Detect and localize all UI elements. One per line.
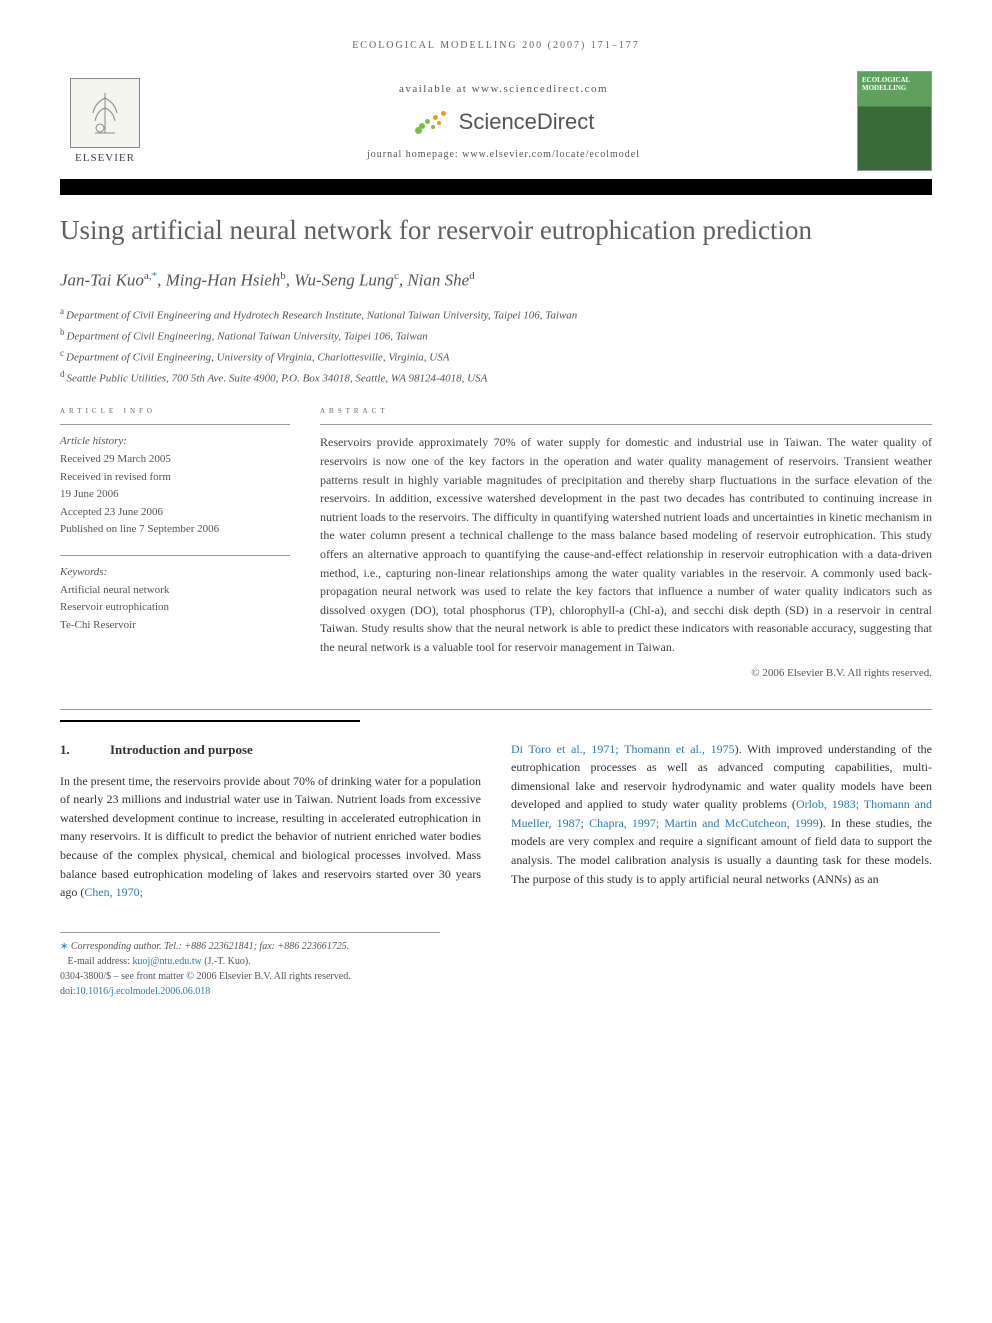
citation-link[interactable]: Chen, 1970; <box>84 885 143 899</box>
author: Wu-Seng Lung <box>294 271 394 290</box>
center-header: available at www.sciencedirect.com Scien… <box>150 83 857 160</box>
abstract-heading: ABSTRACT <box>320 405 932 416</box>
keywords-label: Keywords: <box>60 564 290 582</box>
citation-link[interactable]: Di Toro et al., 1971; Thomann et al., 19… <box>511 742 735 756</box>
history-item: Received in revised form <box>60 469 290 487</box>
sciencedirect-text: ScienceDirect <box>459 109 595 135</box>
elsevier-tree-icon <box>70 78 140 148</box>
abstract-copyright: © 2006 Elsevier B.V. All rights reserved… <box>320 667 932 679</box>
author: Ming-Han Hsieh <box>166 271 281 290</box>
doi-link[interactable]: 10.1016/j.ecolmodel.2006.06.018 <box>76 986 211 997</box>
affiliation: dSeattle Public Utilities, 700 5th Ave. … <box>60 368 932 387</box>
elsevier-text: ELSEVIER <box>75 152 135 164</box>
cover-title: ECOLOGICAL MODELLING <box>862 76 927 92</box>
corresponding-author-note: ∗ Corresponding author. Tel.: +886 22362… <box>60 939 440 954</box>
authors-list: Jan-Tai Kuoa,*, Ming-Han Hsiehb, Wu-Seng… <box>60 270 932 291</box>
body-two-column: 1.Introduction and purpose In the presen… <box>60 740 932 902</box>
elsevier-logo: ELSEVIER <box>60 71 150 171</box>
history-item: 19 June 2006 <box>60 486 290 504</box>
affiliations-block: aDepartment of Civil Engineering and Hyd… <box>60 305 932 388</box>
history-item: Received 29 March 2005 <box>60 451 290 469</box>
author: Jan-Tai Kuo <box>60 271 144 290</box>
info-abstract-section: ARTICLE INFO Article history: Received 2… <box>60 405 932 678</box>
front-matter-line: 0304-3800/$ – see front matter © 2006 El… <box>60 969 440 984</box>
author: Nian She <box>407 271 469 290</box>
title-divider-bar <box>60 179 932 195</box>
article-title: Using artificial neural network for rese… <box>60 213 932 248</box>
body-divider <box>60 709 932 710</box>
keyword: Artificial neural network <box>60 582 290 600</box>
history-label: Article history: <box>60 433 290 451</box>
sciencedirect-logo: ScienceDirect <box>413 107 595 137</box>
section-divider <box>60 720 360 722</box>
affiliation: aDepartment of Civil Engineering and Hyd… <box>60 305 932 324</box>
doi-line: doi:10.1016/j.ecolmodel.2006.06.018 <box>60 984 440 999</box>
article-info-heading: ARTICLE INFO <box>60 405 290 416</box>
keywords-block: Keywords: Artificial neural network Rese… <box>60 555 290 634</box>
email-link[interactable]: kuoj@ntu.edu.tw <box>132 956 201 967</box>
abstract-column: ABSTRACT Reservoirs provide approximatel… <box>320 405 932 678</box>
body-paragraph: In the present time, the reservoirs prov… <box>60 772 481 902</box>
email-line: E-mail address: kuoj@ntu.edu.tw (J.-T. K… <box>60 954 440 969</box>
journal-cover-thumbnail: ECOLOGICAL MODELLING <box>857 71 932 171</box>
keyword: Reservoir eutrophication <box>60 599 290 617</box>
section-title: Introduction and purpose <box>110 742 253 757</box>
article-history-block: Article history: Received 29 March 2005 … <box>60 424 290 539</box>
affiliation: bDepartment of Civil Engineering, Nation… <box>60 326 932 345</box>
footnote-star-icon: ∗ <box>60 941 68 952</box>
section-number: 1. <box>60 740 110 760</box>
corresponding-star-icon: * <box>152 270 158 282</box>
footer-block: ∗ Corresponding author. Tel.: +886 22362… <box>60 932 440 999</box>
affiliation: cDepartment of Civil Engineering, Univer… <box>60 347 932 366</box>
section-heading: 1.Introduction and purpose <box>60 740 481 760</box>
body-paragraph: Di Toro et al., 1971; Thomann et al., 19… <box>511 740 932 889</box>
journal-homepage-text: journal homepage: www.elsevier.com/locat… <box>367 149 640 160</box>
body-column-right: Di Toro et al., 1971; Thomann et al., 19… <box>511 740 932 902</box>
journal-header: ELSEVIER available at www.sciencedirect.… <box>60 71 932 171</box>
history-item: Published on line 7 September 2006 <box>60 521 290 539</box>
abstract-text: Reservoirs provide approximately 70% of … <box>320 424 932 656</box>
sciencedirect-swoosh-icon <box>413 107 453 137</box>
body-column-left: 1.Introduction and purpose In the presen… <box>60 740 481 902</box>
keyword: Te-Chi Reservoir <box>60 617 290 635</box>
running-header: ECOLOGICAL MODELLING 200 (2007) 171–177 <box>60 40 932 51</box>
available-at-text: available at www.sciencedirect.com <box>399 83 608 95</box>
history-item: Accepted 23 June 2006 <box>60 504 290 522</box>
article-info-sidebar: ARTICLE INFO Article history: Received 2… <box>60 405 290 678</box>
